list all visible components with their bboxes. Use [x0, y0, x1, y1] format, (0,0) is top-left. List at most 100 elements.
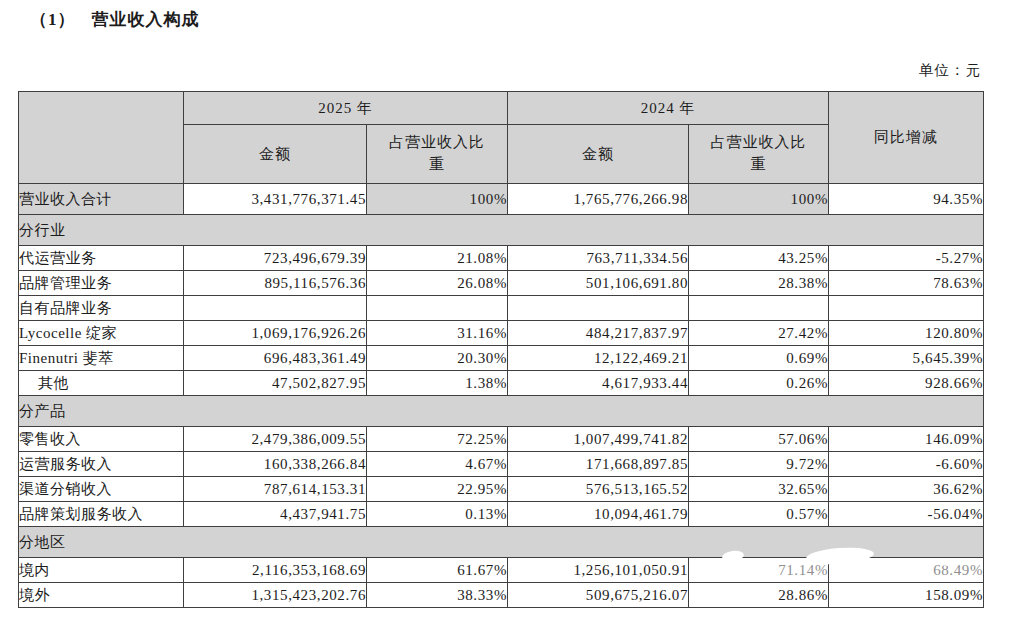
share-2025-cell	[367, 296, 508, 321]
table-row: Lycocelle 绽家 1,069,176,926.26 31.16% 484…	[19, 321, 984, 346]
amount-2024-cell: 1,007,499,741.82	[508, 427, 689, 452]
share-2024-cell: 43.25%	[689, 246, 829, 271]
header-year-2025: 2025 年	[184, 92, 508, 125]
row-label: 营业收入合计	[19, 184, 184, 215]
table-header: 2025 年 2024 年 同比增减 金额 占营业收入比重 金额 占营业收入比重	[19, 92, 984, 184]
share-2024-cell: 28.38%	[689, 271, 829, 296]
share-2024-cell: 100%	[689, 184, 829, 215]
amount-2025-cell: 696,483,361.49	[184, 346, 367, 371]
amount-2025-cell: 895,116,576.36	[184, 271, 367, 296]
table-row: 渠道分销收入 787,614,153.31 22.95% 576,513,165…	[19, 477, 984, 502]
amount-2024-cell: 501,106,691.80	[508, 271, 689, 296]
yoy-cell: -56.04%	[829, 502, 984, 527]
yoy-cell: 120.80%	[829, 321, 984, 346]
share-2025-cell: 31.16%	[367, 321, 508, 346]
share-2024-cell: 0.69%	[689, 346, 829, 371]
header-share-2024: 占营业收入比重	[689, 125, 829, 184]
amount-2025-cell: 723,496,679.39	[184, 246, 367, 271]
amount-2024-cell: 1,765,776,266.98	[508, 184, 689, 215]
row-label: 其他	[19, 371, 184, 396]
yoy-cell	[829, 296, 984, 321]
row-label: 自有品牌业务	[19, 296, 184, 321]
amount-2025-cell: 2,116,353,168.69	[184, 558, 367, 583]
share-2024-cell: 57.06%	[689, 427, 829, 452]
share-2024-cell	[689, 296, 829, 321]
header-amount-2025: 金额	[184, 125, 367, 184]
table-row-total: 营业收入合计 3,431,776,371.45 100% 1,765,776,2…	[19, 184, 984, 215]
table-row: 运营服务收入 160,338,266.84 4.67% 171,668,897.…	[19, 452, 984, 477]
amount-2024-cell	[508, 296, 689, 321]
row-label: 品牌策划服务收入	[19, 502, 184, 527]
share-2024-cell: 0.26%	[689, 371, 829, 396]
header-share-2025-label: 占营业收入比重	[389, 132, 486, 176]
amount-2024-cell: 4,617,933.44	[508, 371, 689, 396]
share-2024-cell: 9.72%	[689, 452, 829, 477]
share-2025-cell: 61.67%	[367, 558, 508, 583]
share-2024-cell: 71.14%	[689, 558, 829, 583]
yoy-cell: 928.66%	[829, 371, 984, 396]
share-2024-cell: 0.57%	[689, 502, 829, 527]
yoy-cell: 5,645.39%	[829, 346, 984, 371]
table-row: 境外 1,315,423,202.76 38.33% 509,675,216.0…	[19, 583, 984, 608]
amount-2024-cell: 1,256,101,050.91	[508, 558, 689, 583]
yoy-cell: 158.09%	[829, 583, 984, 608]
share-2024-cell: 32.65%	[689, 477, 829, 502]
share-2024-cell: 28.86%	[689, 583, 829, 608]
header-share-2024-label: 占营业收入比重	[710, 132, 807, 176]
row-label: 运营服务收入	[19, 452, 184, 477]
yoy-cell: -5.27%	[829, 246, 984, 271]
table-row: 品牌管理业务 895,116,576.36 26.08% 501,106,691…	[19, 271, 984, 296]
yoy-cell: 78.63%	[829, 271, 984, 296]
amount-2025-cell: 160,338,266.84	[184, 452, 367, 477]
share-2025-cell: 26.08%	[367, 271, 508, 296]
revenue-composition-table: 2025 年 2024 年 同比增减 金额 占营业收入比重 金额 占营业收入比重…	[18, 91, 984, 608]
section-row-product: 分产品	[19, 396, 984, 427]
section-label: 分产品	[19, 396, 984, 427]
table-row: 代运营业务 723,496,679.39 21.08% 763,711,334.…	[19, 246, 984, 271]
yoy-cell: -6.60%	[829, 452, 984, 477]
row-label: 境内	[19, 558, 184, 583]
header-yoy: 同比增减	[829, 92, 984, 184]
share-2025-cell: 38.33%	[367, 583, 508, 608]
share-2025-cell: 0.13%	[367, 502, 508, 527]
row-label: 境外	[19, 583, 184, 608]
amount-2025-cell: 2,479,386,009.55	[184, 427, 367, 452]
share-2025-cell: 22.95%	[367, 477, 508, 502]
table-row: 其他 47,502,827.95 1.38% 4,617,933.44 0.26…	[19, 371, 984, 396]
row-label: 代运营业务	[19, 246, 184, 271]
amount-2025-cell: 3,431,776,371.45	[184, 184, 367, 215]
amount-2024-cell: 484,217,837.97	[508, 321, 689, 346]
unit-label: 单位：元	[18, 61, 981, 80]
row-label: 品牌管理业务	[19, 271, 184, 296]
yoy-cell: 36.62%	[829, 477, 984, 502]
table-row: 自有品牌业务	[19, 296, 984, 321]
share-2025-cell: 100%	[367, 184, 508, 215]
header-share-2025: 占营业收入比重	[367, 125, 508, 184]
amount-2024-cell: 576,513,165.52	[508, 477, 689, 502]
table-row: 品牌策划服务收入 4,437,941.75 0.13% 10,094,461.7…	[19, 502, 984, 527]
amount-2025-cell: 787,614,153.31	[184, 477, 367, 502]
table-row: Finenutri 斐萃 696,483,361.49 20.30% 12,12…	[19, 346, 984, 371]
row-label: Finenutri 斐萃	[19, 346, 184, 371]
section-label: 分行业	[19, 215, 984, 246]
title-number: （1）	[30, 10, 76, 29]
row-label: 渠道分销收入	[19, 477, 184, 502]
share-2025-cell: 4.67%	[367, 452, 508, 477]
amount-2025-cell	[184, 296, 367, 321]
header-year-2024: 2024 年	[508, 92, 829, 125]
amount-2024-cell: 10,094,461.79	[508, 502, 689, 527]
amount-2025-cell: 4,437,941.75	[184, 502, 367, 527]
row-label: 零售收入	[19, 427, 184, 452]
amount-2024-cell: 763,711,334.56	[508, 246, 689, 271]
title-text: 营业收入构成	[92, 10, 200, 29]
yoy-cell: 94.35%	[829, 184, 984, 215]
amount-2025-cell: 1,315,423,202.76	[184, 583, 367, 608]
table-header-years-row: 2025 年 2024 年 同比增减	[19, 92, 984, 125]
yoy-cell: 146.09%	[829, 427, 984, 452]
amount-2024-cell: 12,122,469.21	[508, 346, 689, 371]
amount-2024-cell: 171,668,897.85	[508, 452, 689, 477]
page-title: （1） 营业收入构成	[30, 8, 200, 31]
amount-2024-cell: 509,675,216.07	[508, 583, 689, 608]
amount-2025-cell: 47,502,827.95	[184, 371, 367, 396]
share-2025-cell: 20.30%	[367, 346, 508, 371]
